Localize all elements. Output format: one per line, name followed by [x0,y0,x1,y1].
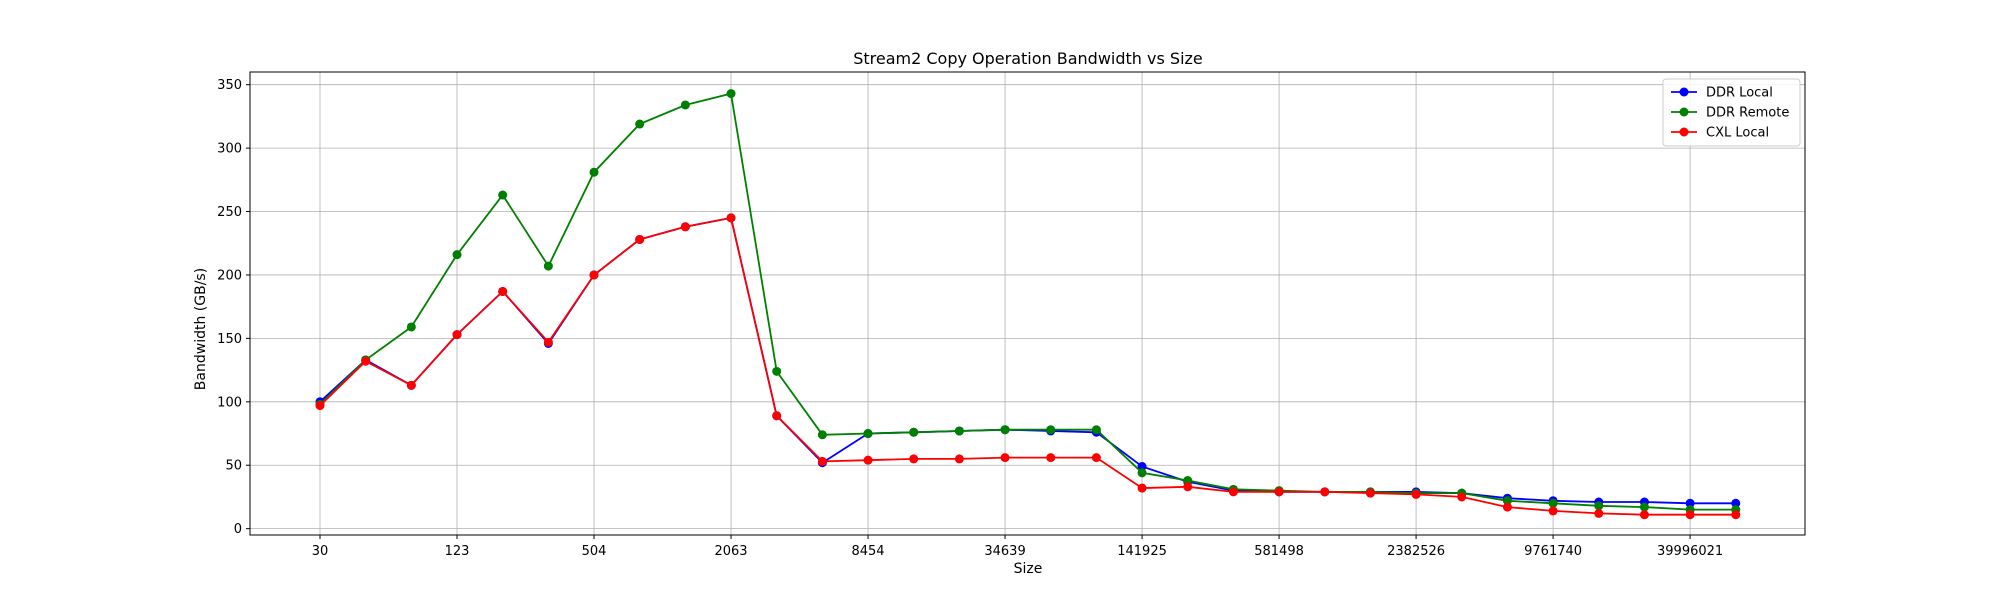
data-point-cxl-local [1137,483,1147,493]
x-tick-label: 8454 [851,544,884,559]
x-tick-label: 123 [445,544,470,559]
data-point-cxl-local [589,270,599,280]
data-point-cxl-local [1639,510,1649,520]
data-point-cxl-local [1502,502,1512,512]
data-point-cxl-local [954,454,964,464]
data-point-ddr-remote [1000,425,1010,435]
data-point-cxl-local [863,455,873,465]
data-point-ddr-remote [1091,425,1101,435]
data-point-ddr-local [1731,498,1741,508]
data-point-cxl-local [1228,487,1238,497]
y-tick-label: 100 [217,395,242,410]
y-tick-label: 150 [217,332,242,347]
y-tick-label: 0 [234,522,242,537]
data-point-cxl-local [406,380,416,390]
data-point-ddr-remote [1046,425,1056,435]
data-point-cxl-local [1000,453,1010,463]
x-axis-label: Size [1014,561,1043,577]
data-point-ddr-remote [452,250,462,260]
x-tick-label: 141925 [1117,544,1167,559]
data-point-ddr-remote [1502,496,1512,506]
y-tick-label: 300 [217,142,242,157]
data-point-ddr-remote [1137,468,1147,478]
x-tick-label: 30 [312,544,329,559]
legend-label-ddr-remote: DDR Remote [1706,106,1789,121]
legend: DDR Local DDR Remote CXL Local [1662,78,1801,147]
data-point-cxl-local [635,234,645,244]
x-tick-label: 504 [582,544,607,559]
data-point-ddr-remote [817,430,827,440]
series-line-cxl-local [319,216,1736,516]
data-point-cxl-local [1731,510,1741,520]
data-point-cxl-local [1091,453,1101,463]
y-tick-label: 350 [217,78,242,93]
data-point-ddr-local [1685,498,1695,508]
data-point-ddr-remote [954,426,964,436]
legend-marker-cxl-local [1679,127,1689,137]
data-point-ddr-remote [909,427,919,437]
data-point-ddr-remote [498,190,508,200]
data-point-cxl-local [726,213,736,223]
data-point-cxl-local [680,222,690,232]
data-point-cxl-local [1685,510,1695,520]
data-point-ddr-remote [863,429,873,439]
data-point-cxl-local [1274,487,1284,497]
data-point-ddr-remote [1548,498,1558,508]
legend-box [1662,78,1801,147]
series-line-ddr-remote [319,92,1736,511]
data-point-cxl-local [1411,489,1421,499]
data-point-cxl-local [772,411,782,421]
data-point-cxl-local [1365,488,1375,498]
axis-ticks: 0 50 100 150 200 250 300 350 30 123 504 2063 8454 346… [217,78,1723,559]
data-point-ddr-remote [680,100,690,110]
legend-label-ddr-local: DDR Local [1706,86,1773,101]
data-point-cxl-local [1046,453,1056,463]
data-point-ddr-remote [543,261,553,271]
legend-label-cxl-local: CXL Local [1706,126,1769,141]
x-tick-label: 581498 [1254,544,1304,559]
data-point-cxl-local [543,337,553,347]
data-point-ddr-remote [726,89,736,99]
data-point-cxl-local [1183,482,1193,492]
grid [250,72,1805,535]
x-tick-label: 34639 [984,544,1025,559]
data-point-ddr-remote [635,119,645,129]
series-cxl-local [315,213,1741,520]
chart-title: Stream2 Copy Operation Bandwidth vs Size [853,49,1203,68]
x-tick-label: 39996021 [1657,544,1723,559]
plot-frame [249,71,1806,536]
data-point-ddr-remote [1594,501,1604,511]
y-tick-label: 250 [217,205,242,220]
data-point-cxl-local [361,356,371,366]
data-point-cxl-local [498,286,508,296]
data-point-ddr-local [1137,462,1147,472]
series-group [315,89,1741,520]
x-tick-label: 2382526 [1387,544,1445,559]
data-point-ddr-remote [589,167,599,177]
data-point-cxl-local [1548,506,1558,516]
y-axis-label: Bandwidth (GB/s) [193,268,209,390]
y-tick-label: 50 [225,459,242,474]
data-point-cxl-local [315,401,325,411]
x-tick-label: 2063 [714,544,747,559]
data-point-cxl-local [1320,487,1330,497]
data-point-ddr-remote [772,366,782,376]
data-point-ddr-remote [406,322,416,332]
x-tick-label: 9761740 [1524,544,1582,559]
y-tick-label: 200 [217,268,242,283]
data-point-ddr-remote [1639,502,1649,512]
data-point-cxl-local [452,330,462,340]
legend-marker-ddr-remote [1679,107,1689,117]
data-point-cxl-local [817,456,827,466]
data-point-cxl-local [909,454,919,464]
legend-marker-ddr-local [1679,87,1689,97]
data-point-cxl-local [1594,508,1604,518]
data-point-cxl-local [1457,492,1467,502]
data-point-ddr-remote [1183,475,1193,485]
